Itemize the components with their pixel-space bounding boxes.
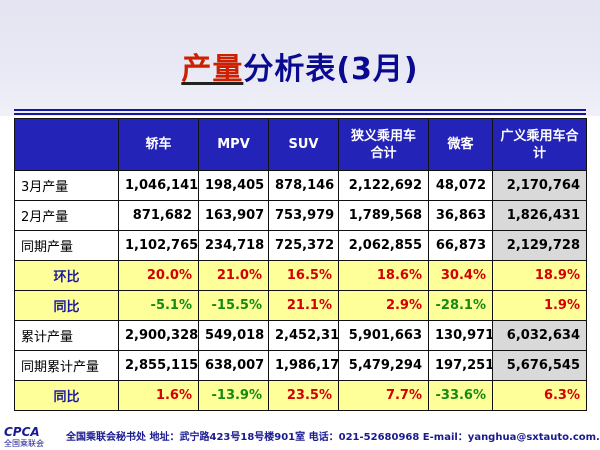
row-label: 累计产量	[14, 320, 119, 351]
table-cell: 549,018	[198, 320, 269, 351]
table-cell: 2,900,328	[118, 320, 199, 351]
table-cell: 725,372	[268, 230, 339, 261]
table-cell: 1,826,431	[492, 200, 587, 231]
title-divider-top	[14, 109, 586, 111]
table-cell: -5.1%	[118, 290, 199, 321]
table-cell: 2,855,115	[118, 350, 199, 381]
row-label: 同期产量	[14, 230, 119, 261]
table-cell: 1,789,568	[338, 200, 429, 231]
table-cell: 130,971	[428, 320, 493, 351]
table-cell: 21.0%	[198, 260, 269, 291]
table-cell: 2,452,317	[268, 320, 339, 351]
table-cell: 2.9%	[338, 290, 429, 321]
row-label: 同比	[14, 380, 119, 411]
header-corner	[14, 118, 119, 171]
table-cell: 2,170,764	[492, 170, 587, 201]
footer: CPCA 全国乘联会 全国乘联会秘书处 地址：武宁路423号18号楼901室 电…	[0, 420, 600, 450]
table-cell: 21.1%	[268, 290, 339, 321]
table-cell: 6,032,634	[492, 320, 587, 351]
table-cell: 48,072	[428, 170, 493, 201]
table-row: 同比 1.6% -13.9% 23.5% 7.7% -33.6% 6.3%	[14, 380, 587, 411]
table-cell: 1.9%	[492, 290, 587, 321]
column-header: 微客	[428, 118, 493, 171]
title-divider-bottom	[14, 113, 586, 115]
table-cell: 66,873	[428, 230, 493, 261]
table-cell: 234,718	[198, 230, 269, 261]
cpca-logo: CPCA 全国乘联会	[4, 425, 58, 448]
table-cell: 18.6%	[338, 260, 429, 291]
table-cell: 16.5%	[268, 260, 339, 291]
title-highlight: 产量	[181, 52, 244, 87]
header-row: 轿车 MPV SUV 狭义乘用车合计 微客 广义乘用车合计	[14, 118, 587, 171]
table-cell: 5,479,294	[338, 350, 429, 381]
table-cell: 2,129,728	[492, 230, 587, 261]
title-rest: 分析表(3月)	[243, 52, 419, 87]
row-label: 2月产量	[14, 200, 119, 231]
column-header: 轿车	[118, 118, 199, 171]
table-row: 3月产量 1,046,141 198,405 878,146 2,122,692 48,0…	[14, 170, 587, 201]
footer-contact: 全国乘联会秘书处 地址：武宁路423号18号楼901室 电话：021-52680…	[66, 432, 600, 443]
table-cell: 163,907	[198, 200, 269, 231]
table-cell: 2,062,855	[338, 230, 429, 261]
table-row: 环比 20.0% 21.0% 16.5% 18.6% 30.4% 18.9%	[14, 260, 587, 291]
row-label: 同期累计产量	[14, 350, 119, 381]
row-label: 同比	[14, 290, 119, 321]
table-cell: 638,007	[198, 350, 269, 381]
table-cell: 1,046,141	[118, 170, 199, 201]
row-label: 环比	[14, 260, 119, 291]
table-row: 同期产量 1,102,765 234,718 725,372 2,062,855 66,8…	[14, 230, 587, 261]
table-cell: 23.5%	[268, 380, 339, 411]
page-title: 产量分析表(3月)	[0, 52, 600, 88]
row-label: 3月产量	[14, 170, 119, 201]
table-cell: 20.0%	[118, 260, 199, 291]
table-row: 同期累计产量2,855,115638,0071,986,1725,479,294…	[14, 350, 587, 381]
column-header: 广义乘用车合计	[492, 118, 587, 171]
table-cell: 198,405	[198, 170, 269, 201]
table-row: 2月产量 871,682 163,907 753,979 1,789,568 36,863…	[14, 200, 587, 231]
table-cell: -15.5%	[198, 290, 269, 321]
table-cell: 1.6%	[118, 380, 199, 411]
table-row: 累计产量2,900,328549,0182,452,3175,901,66313…	[14, 320, 587, 351]
table-cell: 18.9%	[492, 260, 587, 291]
table-cell: 197,251	[428, 350, 493, 381]
column-header: 狭义乘用车合计	[338, 118, 429, 171]
table-cell: 36,863	[428, 200, 493, 231]
production-table: 轿车 MPV SUV 狭义乘用车合计 微客 广义乘用车合计 3月产量 1,046,…	[14, 118, 587, 411]
table-cell: 2,122,692	[338, 170, 429, 201]
table-cell: 1,102,765	[118, 230, 199, 261]
table-cell: 5,901,663	[338, 320, 429, 351]
table-row: 同比 -5.1% -15.5% 21.1% 2.9% -28.1% 1.9%	[14, 290, 587, 321]
table-cell: 7.7%	[338, 380, 429, 411]
column-header: SUV	[268, 118, 339, 171]
logo-subtext: 全国乘联会	[4, 439, 44, 448]
title-band	[0, 0, 600, 116]
table-cell: 878,146	[268, 170, 339, 201]
table-cell: -28.1%	[428, 290, 493, 321]
table-cell: 1,986,172	[268, 350, 339, 381]
table-cell: 30.4%	[428, 260, 493, 291]
table-cell: 6.3%	[492, 380, 587, 411]
table-cell: -33.6%	[428, 380, 493, 411]
table-cell: 5,676,545	[492, 350, 587, 381]
logo-text: CPCA	[4, 425, 40, 439]
table-cell: 871,682	[118, 200, 199, 231]
column-header: MPV	[198, 118, 269, 171]
table-cell: -13.9%	[198, 380, 269, 411]
table-cell: 753,979	[268, 200, 339, 231]
